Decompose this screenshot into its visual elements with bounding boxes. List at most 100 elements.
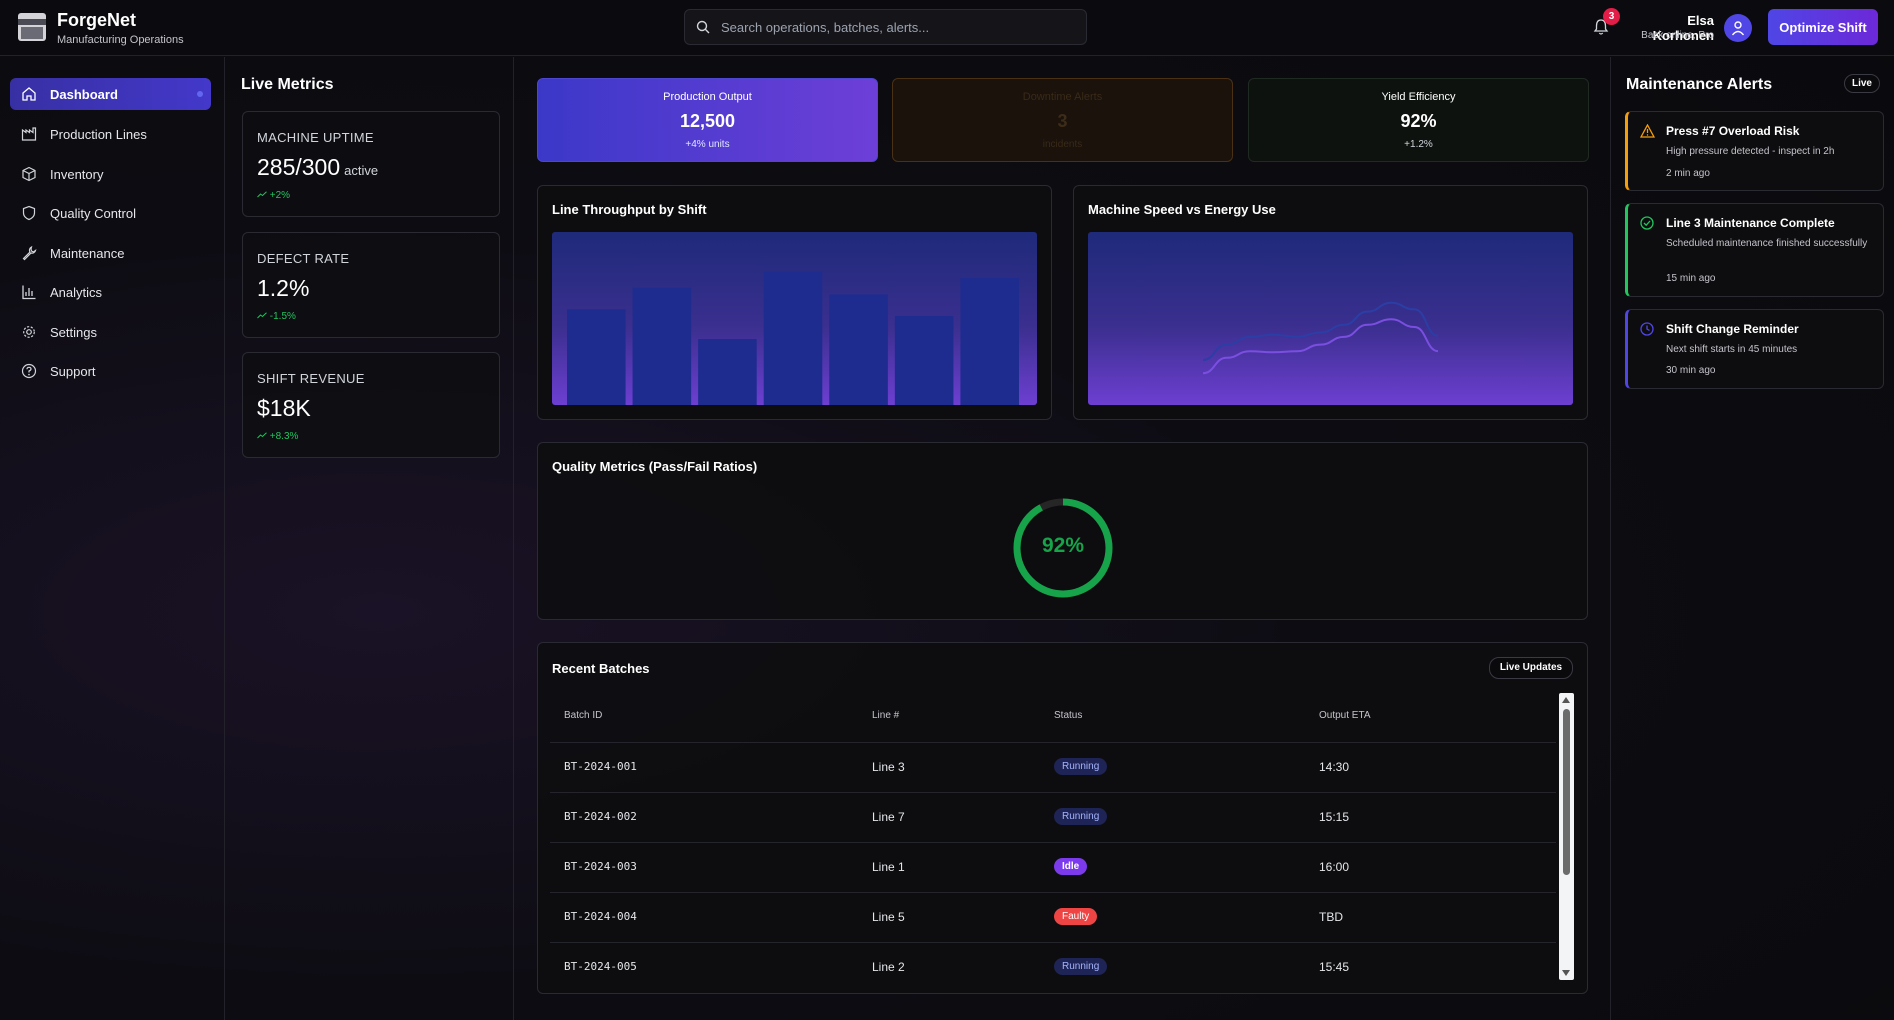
table-row[interactable]: BT-2024-001 Line 3 Running 14:30 [550,743,1556,793]
metric-card-uptime: MACHINE UPTIME 285/300 active +2% [242,111,500,217]
line-number: Line 7 [872,810,905,824]
live-badge: Live [1844,74,1880,93]
sidebar-item-quality-control[interactable]: Quality Control [10,197,211,229]
throughput-chart [552,232,1037,405]
alert-title: Press #7 Overload Risk [1666,124,1800,138]
live-metrics-panel: Live Metrics MACHINE UPTIME 285/300 activ… [226,57,514,1020]
alert-description: High pressure detected - inspect in 2h [1666,146,1835,157]
batch-id: BT-2024-002 [564,810,637,823]
metric-label: MACHINE UPTIME [257,130,374,145]
alert-card-shift-change[interactable]: Shift Change Reminder Next shift starts … [1625,309,1884,389]
sidebar-item-analytics[interactable]: Analytics [10,276,211,308]
throughput-bar [894,315,954,405]
throughput-bar [829,294,888,405]
line-number: Line 5 [872,910,905,924]
search-bar[interactable] [684,9,1087,45]
kpi-downtime-alerts: Downtime Alerts 3 incidents [892,78,1233,162]
check-circle-icon [1640,216,1654,230]
speed-energy-title: Machine Speed vs Energy Use [1088,202,1276,217]
table-row[interactable]: BT-2024-005 Line 2 Running 15:45 [550,943,1556,993]
sidebar-item-production-lines[interactable]: Production Lines [10,118,211,150]
speed-energy-series-line [1202,301,1439,361]
output-eta: 16:00 [1319,860,1350,874]
throughput-title: Line Throughput by Shift [552,202,707,217]
column-header: Batch ID [564,710,603,721]
speed-energy-chart-svg [1202,301,1439,375]
brand-subtitle: Manufacturing Operations [57,34,184,46]
output-eta: TBD [1319,910,1343,924]
top-header: ForgeNet Manufacturing Operations 3 Elsa… [0,0,1894,56]
status-badge: Running [1054,808,1108,825]
output-eta: 15:45 [1319,960,1350,974]
alert-card-maintenance-complete[interactable]: Line 3 Maintenance Complete Scheduled ma… [1625,203,1884,297]
metric-trend: -1.5% [257,311,296,322]
kpi-sub: +4% units [685,139,730,150]
alert-card-overload[interactable]: Press #7 Overload Risk High pressure det… [1625,111,1884,191]
status-badge: Faulty [1054,908,1098,925]
kpi-label: Yield Efficiency [1381,91,1456,103]
table-row[interactable]: BT-2024-002 Line 7 Running 15:15 [550,793,1556,843]
bar-chart-icon [22,285,36,300]
throughput-bar [567,309,626,405]
sidebar-item-inventory[interactable]: Inventory [10,158,211,190]
home-icon [22,87,36,101]
sidebar-item-settings[interactable]: Settings [10,316,211,348]
line-number: Line 2 [872,960,905,974]
brand-name: ForgeNet [57,10,137,30]
donut-pass-arc [1013,498,1113,598]
table-row[interactable]: BT-2024-004 Line 5 Faulty TBD [550,893,1556,943]
alert-title: Line 3 Maintenance Complete [1666,216,1835,230]
alert-time: 2 min ago [1666,168,1710,179]
scrollbar-thumb[interactable] [1563,709,1570,875]
metric-label: SHIFT REVENUE [257,371,365,386]
quality-pass-label: 92% [1041,534,1085,557]
alert-time: 30 min ago [1666,365,1716,376]
metric-value: 285/300 [257,154,341,180]
column-header: Line # [872,710,900,721]
avatar[interactable] [1724,14,1752,42]
sidebar-item-label: Dashboard [50,87,118,102]
sidebar-item-maintenance[interactable]: Maintenance [10,237,211,269]
throughput-bar [632,287,692,405]
sidebar-item-dashboard[interactable]: Dashboard [10,78,211,110]
sidebar-item-support[interactable]: Support [10,355,211,387]
user-status: Back online, Pro [1641,30,1714,41]
shield-icon [22,205,36,221]
sidebar-item-label: Analytics [50,285,103,300]
box-icon [22,166,36,182]
status-cell: Idle [1054,858,1088,875]
scroll-up-icon[interactable] [1562,697,1570,703]
alert-description: Next shift starts in 45 minutes [1666,344,1798,355]
alert-description: Scheduled maintenance finished successfu… [1666,238,1868,249]
sidebar-item-label: Production Lines [50,127,147,142]
output-eta: 14:30 [1319,760,1350,774]
search-input[interactable] [721,10,1081,44]
column-header: Status [1054,710,1083,721]
kpi-label: Downtime Alerts [1022,91,1103,103]
metric-suffix: active [344,163,379,178]
metric-trend: +8.3% [257,431,298,442]
alert-time: 15 min ago [1666,273,1716,284]
quality-panel: Quality Metrics (Pass/Fail Ratios) 92% [537,442,1588,620]
search-icon [696,20,710,34]
scroll-down-icon[interactable] [1562,970,1570,976]
clock-icon [1640,322,1654,336]
table-scrollbar[interactable] [1559,693,1574,980]
kpi-sub: +1.2% [1404,139,1433,150]
quality-title: Quality Metrics (Pass/Fail Ratios) [552,459,758,474]
metric-value-row: $18K [257,395,311,422]
metric-label: DEFECT RATE [257,251,350,266]
kpi-label: Production Output [663,91,752,103]
metric-trend-value: +8.3% [269,431,299,442]
metric-value-row: 1.2% [257,275,309,302]
table-row[interactable]: BT-2024-003 Line 1 Idle 16:00 [550,843,1556,893]
kpi-value: 92% [1400,111,1437,131]
optimize-shift-button[interactable]: Optimize Shift [1768,9,1878,45]
sidebar-item-label: Quality Control [50,206,136,221]
kpi-yield-efficiency: Yield Efficiency 92% +1.2% [1248,78,1589,162]
output-eta: 15:15 [1319,810,1350,824]
throughput-bar [698,339,757,405]
metric-value: $18K [257,395,311,421]
sidebar-item-label: Inventory [50,167,104,182]
sidebar-item-label: Maintenance [50,246,125,261]
